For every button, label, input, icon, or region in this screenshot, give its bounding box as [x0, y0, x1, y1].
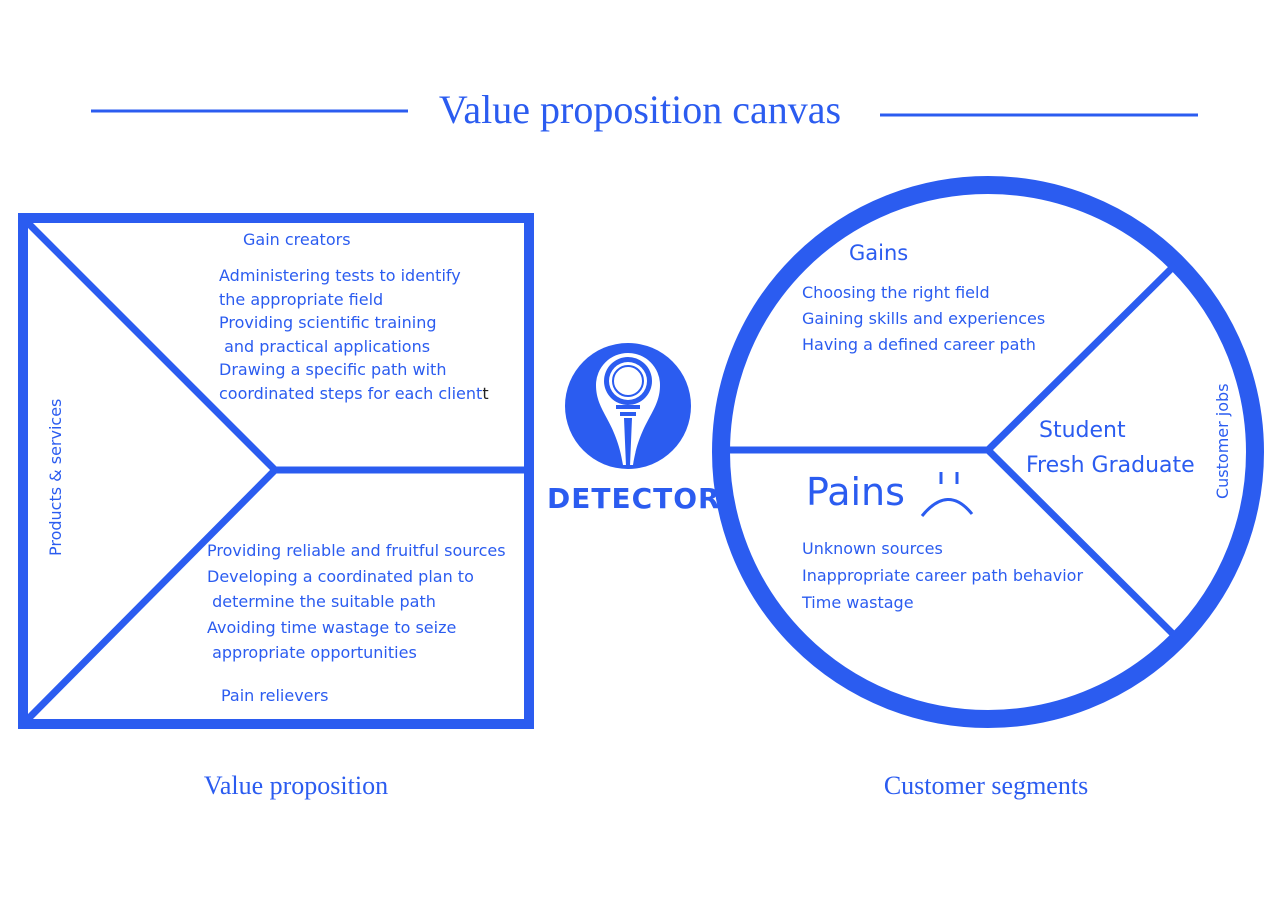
gain-creator-line: Administering tests to identify	[219, 266, 461, 285]
gains-list: Choosing the right field Gaining skills …	[802, 280, 1045, 358]
pain-reliever-line: appropriate opportunities	[207, 643, 417, 662]
pain-reliever-line: Developing a coordinated plan to	[207, 566, 474, 586]
gain-line: Gaining skills and experiences	[802, 309, 1046, 328]
page-title: Value proposition canvas	[438, 87, 842, 132]
pains-list: Unknown sources Inappropriate career pat…	[802, 535, 1083, 616]
customer-segments-label: Customer segments	[883, 771, 1089, 800]
gain-creators-list: Administering tests to identify the appr…	[219, 264, 489, 405]
customer-segment-circle	[712, 176, 1264, 728]
gain-creator-trailing-char: t	[482, 383, 489, 403]
products-services-label: Products & services	[46, 398, 65, 556]
gain-creators-heading: Gain creators	[243, 230, 351, 249]
gains-heading: Gains	[849, 241, 909, 265]
gain-creator-line: coordinated steps for each clientt	[219, 382, 489, 406]
customer-jobs-label: Customer jobs	[1213, 383, 1232, 499]
pain-reliever-line: determine the suitable path	[207, 592, 436, 611]
value-proposition-square	[18, 213, 534, 729]
pain-line: Time wastage	[802, 593, 914, 612]
sad-face-icon	[920, 472, 974, 517]
customer-job-student: Student	[1039, 418, 1126, 443]
pains-heading: Pains	[806, 470, 905, 514]
pain-reliever-line: Providing reliable and fruitful sources	[207, 541, 506, 560]
pain-relievers-heading: Pain relievers	[221, 686, 329, 705]
gain-creator-line: Drawing a specific path with	[219, 360, 447, 379]
pain-line: Unknown sources	[802, 539, 943, 558]
pain-relievers-list: Providing reliable and fruitful sources …	[207, 538, 506, 666]
pain-line: Inappropriate career path behavior	[802, 566, 1084, 585]
value-proposition-label: Value proposition	[203, 771, 389, 800]
logo-wordmark: DETECTOR	[547, 482, 721, 515]
gain-creator-line: the appropriate field	[219, 289, 384, 309]
gain-creator-line: and practical applications	[219, 336, 431, 356]
pain-reliever-line: Avoiding time wastage to seize	[207, 617, 457, 637]
gain-creator-line: Providing scientific training	[219, 313, 437, 332]
gain-line: Choosing the right field	[802, 283, 990, 302]
gain-line: Having a defined career path	[802, 335, 1036, 354]
magnifier-pin-icon	[565, 343, 691, 469]
customer-job-fresh-graduate: Fresh Graduate	[1026, 453, 1195, 478]
gain-creator-line-text: coordinated steps for each client	[219, 383, 483, 403]
